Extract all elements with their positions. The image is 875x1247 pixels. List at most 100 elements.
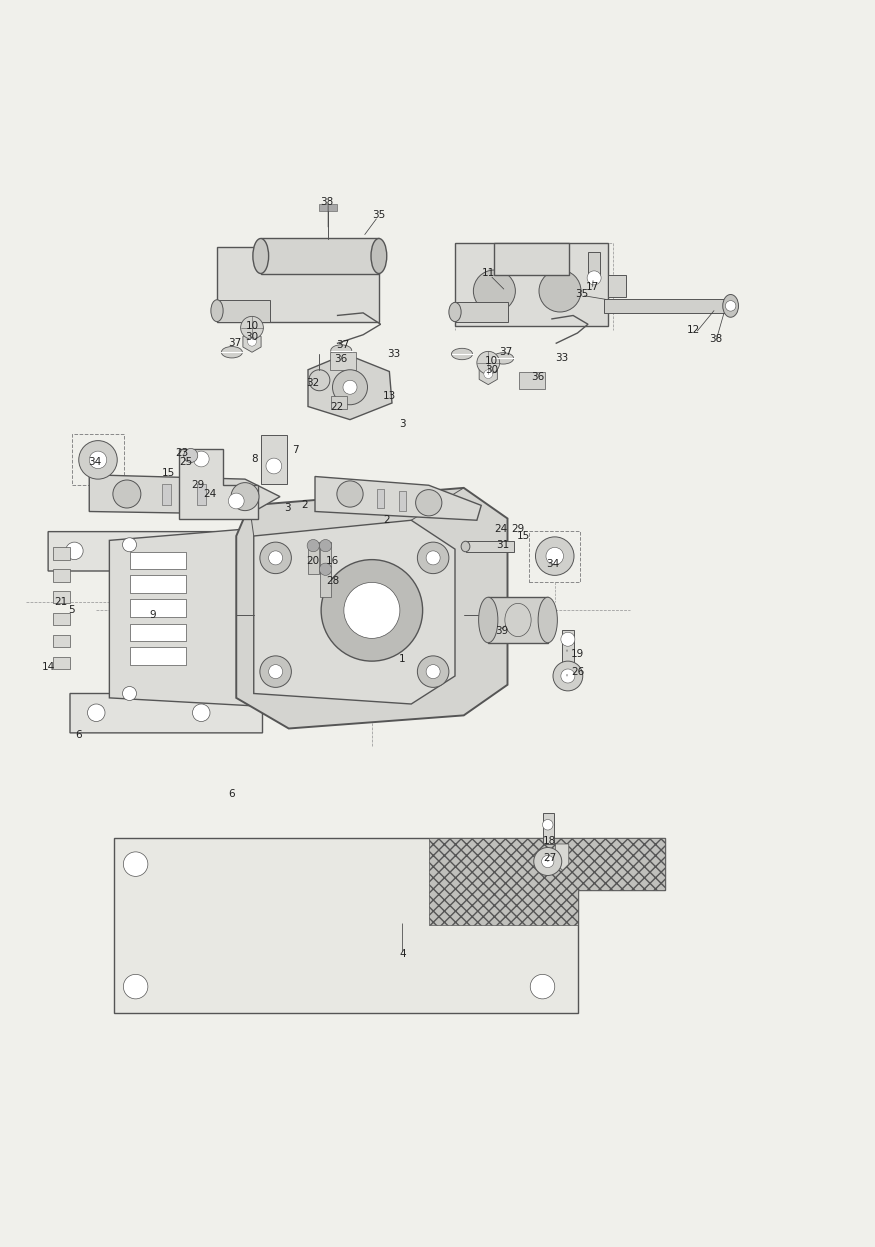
Circle shape [248,338,256,347]
Text: 24: 24 [203,489,217,499]
Bar [130,599,186,616]
Circle shape [184,449,198,463]
Bar [217,247,379,322]
Ellipse shape [449,302,461,322]
Text: 32: 32 [306,378,320,388]
Circle shape [228,493,244,509]
Circle shape [542,855,554,868]
Circle shape [123,687,136,701]
Bar [542,813,554,844]
Circle shape [319,540,332,551]
Circle shape [231,483,259,510]
Text: 28: 28 [326,576,340,586]
Text: 10: 10 [486,355,499,367]
Bar [261,435,287,484]
Text: 13: 13 [382,392,396,402]
Bar [562,630,574,663]
Ellipse shape [538,597,557,642]
Text: 20: 20 [307,555,320,565]
Ellipse shape [221,347,242,358]
Circle shape [251,537,265,551]
Text: 26: 26 [570,667,584,677]
Text: 25: 25 [178,456,192,466]
Polygon shape [429,838,665,925]
Circle shape [426,551,440,565]
Bar [72,434,124,485]
Circle shape [561,632,575,646]
Bar [162,484,171,505]
Bar [488,597,548,642]
Text: 16: 16 [326,555,340,565]
Text: 8: 8 [251,454,258,464]
Bar [588,252,600,278]
Bar [608,276,626,297]
Circle shape [553,661,583,691]
Circle shape [192,705,210,722]
Text: 6: 6 [75,729,82,739]
Circle shape [321,560,423,661]
Bar [529,531,580,581]
Bar [455,243,608,325]
Circle shape [89,451,107,469]
Circle shape [426,665,440,678]
Circle shape [536,537,574,575]
Text: 24: 24 [493,524,507,534]
Text: 37: 37 [228,338,242,348]
Text: 30: 30 [486,365,499,375]
Polygon shape [254,520,455,705]
Bar [308,542,318,574]
Text: 30: 30 [245,332,259,342]
Circle shape [587,271,601,284]
Circle shape [307,540,319,551]
Text: 37: 37 [499,347,513,357]
Bar [52,569,70,581]
Bar [52,657,70,668]
Circle shape [473,271,515,312]
Bar [130,551,186,569]
Text: 2: 2 [301,500,308,510]
Circle shape [88,705,105,722]
Circle shape [344,582,400,638]
Text: 33: 33 [555,353,569,363]
Text: 19: 19 [570,650,584,660]
Circle shape [260,542,291,574]
Circle shape [561,668,575,683]
Bar [130,624,186,641]
Bar [319,203,337,211]
Text: 4: 4 [399,949,406,959]
Bar [466,541,514,551]
Circle shape [241,317,263,339]
Text: 1: 1 [399,653,406,663]
Circle shape [309,370,330,390]
Polygon shape [556,844,569,870]
Circle shape [123,974,148,999]
Text: 38: 38 [320,197,334,207]
Text: 10: 10 [245,320,259,330]
Text: 38: 38 [709,334,723,344]
Text: 14: 14 [41,662,55,672]
Circle shape [534,848,562,875]
Text: 6: 6 [228,789,235,799]
Text: 34: 34 [88,456,102,466]
Circle shape [484,370,493,379]
Text: 34: 34 [546,559,560,569]
Text: 9: 9 [150,610,157,620]
Circle shape [193,451,209,466]
Text: 31: 31 [496,540,510,550]
Ellipse shape [479,597,498,642]
Circle shape [269,551,283,565]
Circle shape [343,380,357,394]
Polygon shape [308,354,392,420]
Text: 12: 12 [687,325,701,335]
Text: 23: 23 [175,448,189,458]
Bar [377,489,384,508]
Bar [330,352,356,370]
Circle shape [477,352,500,374]
Circle shape [260,656,291,687]
Text: 35: 35 [372,209,386,219]
Bar [52,591,70,604]
Text: 33: 33 [387,349,401,359]
Circle shape [417,542,449,574]
Bar [197,484,206,505]
Ellipse shape [331,345,352,357]
